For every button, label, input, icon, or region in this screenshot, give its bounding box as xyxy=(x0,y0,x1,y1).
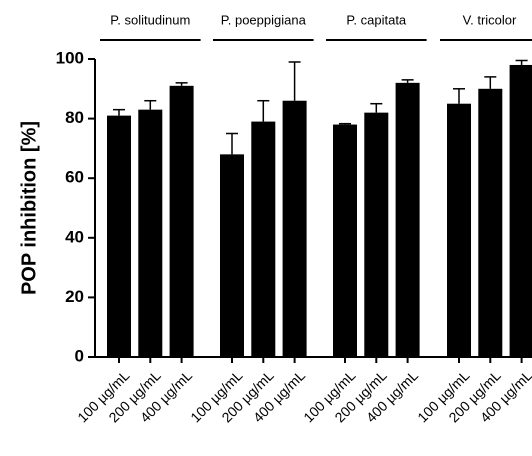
bar xyxy=(447,103,471,357)
bar xyxy=(364,112,389,357)
bar xyxy=(138,109,163,357)
bar xyxy=(333,124,357,357)
bar xyxy=(282,100,307,357)
group-label: P. poeppigiana xyxy=(221,12,307,27)
y-tick-label: 0 xyxy=(75,346,84,365)
y-tick-label: 80 xyxy=(65,108,84,127)
y-tick-label: 40 xyxy=(65,227,84,246)
group-label: P. solitudinum xyxy=(110,12,190,27)
group-label: V. tricolor xyxy=(463,12,517,27)
bar xyxy=(251,121,276,357)
bar xyxy=(220,154,244,357)
bar xyxy=(478,88,503,358)
bar xyxy=(395,82,420,357)
group-label: P. capitata xyxy=(346,12,407,27)
bar xyxy=(169,85,194,357)
bar xyxy=(509,64,532,358)
y-tick-label: 100 xyxy=(56,48,84,67)
y-tick-label: 20 xyxy=(65,287,84,306)
bar xyxy=(107,115,131,358)
y-tick-label: 60 xyxy=(65,168,84,187)
y-axis-title: POP inhibition [%] xyxy=(18,121,40,295)
